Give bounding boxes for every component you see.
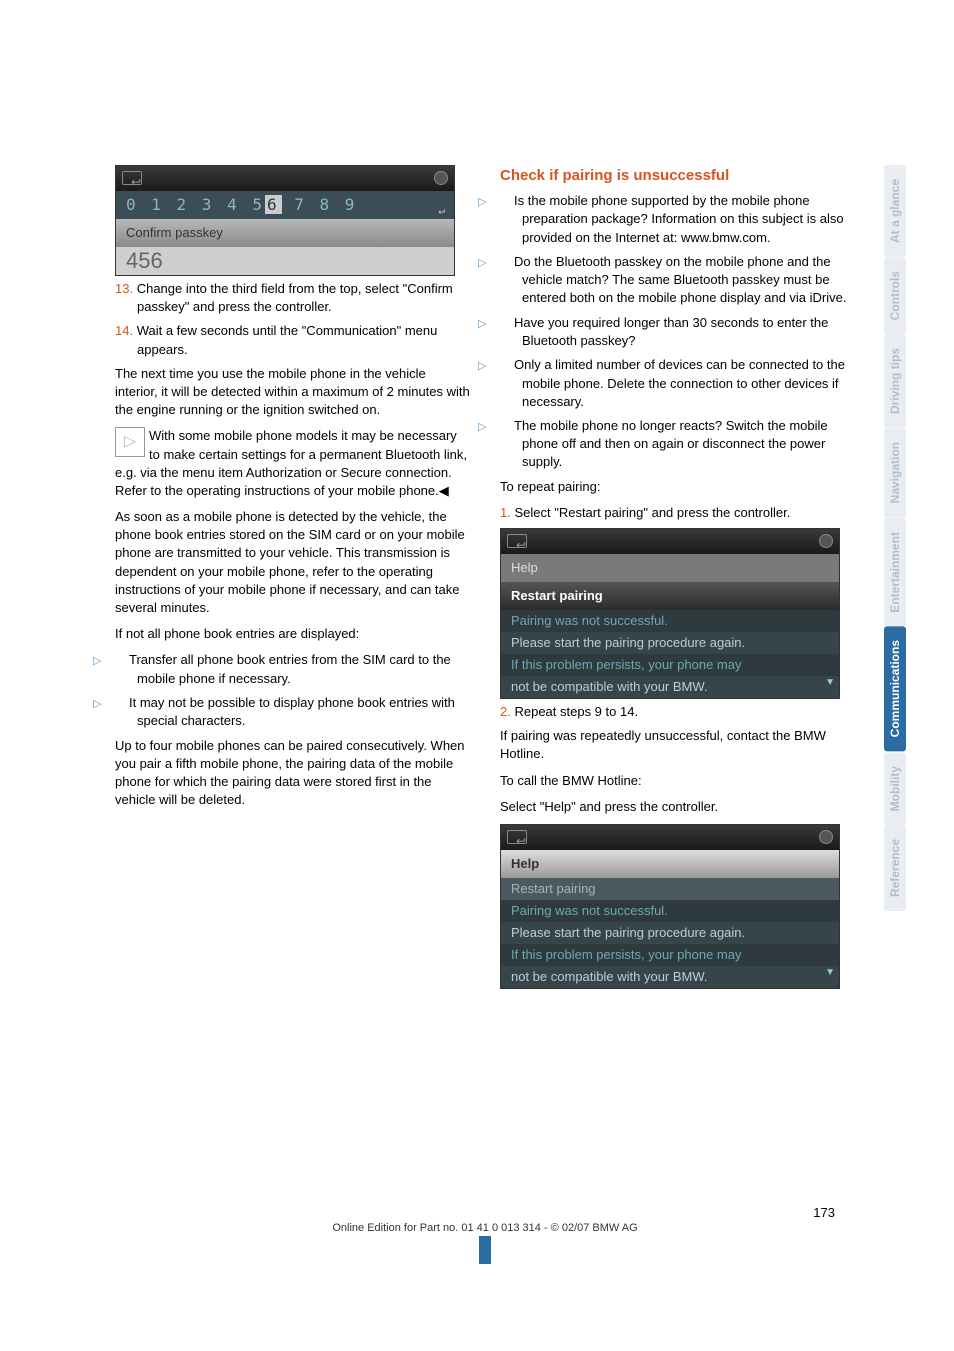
confirm-passkey-row: Confirm passkey [116, 219, 454, 247]
help-row: Help [501, 554, 839, 582]
check-5: ▷The mobile phone no longer reacts? Swit… [500, 417, 855, 472]
msg-line-4-text: not be compatible with your BMW. [511, 969, 708, 984]
triangle-icon: ▷ [500, 256, 514, 271]
screenshot-help: Help Restart pairing Pairing was not suc… [500, 824, 840, 989]
tab-driving-tips[interactable]: Driving tips [884, 334, 906, 428]
repeat-step-1-text: Select "Restart pairing" and press the c… [514, 505, 790, 520]
step-number: 14. [115, 323, 133, 338]
back-icon [122, 171, 142, 185]
page-number: 173 [115, 1205, 855, 1220]
para-hotline: If pairing was repeatedly unsuccessful, … [500, 727, 855, 763]
note-icon: ▷ [115, 427, 145, 457]
idrive-knob-icon [819, 534, 833, 548]
step-13-text: Change into the third field from the top… [137, 281, 453, 314]
msg-line-2: Please start the pairing procedure again… [501, 632, 839, 654]
para-detect: The next time you use the mobile phone i… [115, 365, 470, 420]
restart-pairing-row: Restart pairing [501, 582, 839, 610]
check-5-text: The mobile phone no longer reacts? Switc… [514, 418, 828, 470]
idrive-knob-icon [819, 830, 833, 844]
page-footer: 173 Online Edition for Part no. 01 41 0 … [115, 1205, 855, 1264]
help-row-selected: Help [501, 850, 839, 878]
passkey-value: 456 [116, 247, 454, 275]
step-number: 1. [500, 505, 511, 520]
triangle-icon: ▷ [500, 359, 514, 374]
step-number: 13. [115, 281, 133, 296]
idrive-knob-icon [434, 171, 448, 185]
msg-line-3: If this problem persists, your phone may [501, 654, 839, 676]
tab-communications[interactable]: Communications [884, 626, 906, 751]
right-column: Check if pairing is unsuccessful ▷Is the… [500, 165, 855, 993]
back-icon [507, 830, 527, 844]
left-column: 0 1 2 3 4 56 7 8 9 ↵ Confirm passkey 456… [115, 165, 470, 817]
heading-check-pairing: Check if pairing is unsuccessful [500, 165, 855, 186]
msg-line-3: If this problem persists, your phone may [501, 944, 839, 966]
bullet-transfer-text: Transfer all phone book entries from the… [129, 652, 451, 685]
repeat-step-2-text: Repeat steps 9 to 14. [514, 704, 638, 719]
check-3-text: Have you required longer than 30 seconds… [514, 315, 828, 348]
tab-mobility[interactable]: Mobility [884, 752, 906, 825]
tab-navigation[interactable]: Navigation [884, 428, 906, 517]
tab-controls[interactable]: Controls [884, 257, 906, 334]
digits-selected: 6 [265, 195, 282, 214]
bullet-special: ▷It may not be possible to display phone… [115, 694, 470, 731]
check-4-text: Only a limited number of devices can be … [514, 357, 845, 409]
edition-line: Online Edition for Part no. 01 41 0 013 … [115, 1222, 855, 1234]
note-text: With some mobile phone models it may be … [115, 428, 467, 498]
step-13: 13. Change into the third field from the… [115, 280, 470, 316]
repeat-step-2: 2. Repeat steps 9 to 14. [500, 703, 855, 721]
scroll-down-icon: ▼ [825, 962, 835, 984]
triangle-icon: ▷ [500, 420, 514, 435]
msg-line-1: Pairing was not successful. [501, 900, 839, 922]
bullet-transfer: ▷Transfer all phone book entries from th… [115, 651, 470, 688]
tab-entertainment[interactable]: Entertainment [884, 518, 906, 627]
back-icon [507, 534, 527, 548]
scroll-down-icon: ▼ [825, 672, 835, 694]
triangle-icon: ▷ [500, 195, 514, 210]
bullet-special-text: It may not be possible to display phone … [129, 695, 455, 728]
step-number: 2. [500, 704, 511, 719]
para-fourphones: Up to four mobile phones can be paired c… [115, 737, 470, 810]
digits-after: 7 8 9 [294, 195, 357, 214]
check-2-text: Do the Bluetooth passkey on the mobile p… [514, 254, 847, 306]
repeat-step-1: 1. Select "Restart pairing" and press th… [500, 504, 855, 522]
section-tabs: At a glance Controls Driving tips Naviga… [884, 165, 910, 911]
para-selecthelp: Select "Help" and press the controller. [500, 798, 855, 816]
msg-line-1: Pairing was not successful. [501, 610, 839, 632]
screenshot-restart-pairing: Help Restart pairing Pairing was not suc… [500, 528, 840, 699]
step-14-text: Wait a few seconds until the "Communicat… [137, 323, 438, 356]
para-phonebook: As soon as a mobile phone is detected by… [115, 508, 470, 617]
passkey-digits-row: 0 1 2 3 4 56 7 8 9 ↵ [116, 191, 454, 219]
restart-pairing-row: Restart pairing [501, 878, 839, 900]
para-notall: If not all phone book entries are displa… [115, 625, 470, 643]
tab-at-a-glance[interactable]: At a glance [884, 165, 906, 257]
check-3: ▷Have you required longer than 30 second… [500, 314, 855, 351]
msg-line-2: Please start the pairing procedure again… [501, 922, 839, 944]
check-2: ▷Do the Bluetooth passkey on the mobile … [500, 253, 855, 308]
step-14: 14. Wait a few seconds until the "Commun… [115, 322, 470, 358]
para-callhotline: To call the BMW Hotline: [500, 772, 855, 790]
check-1: ▷Is the mobile phone supported by the mo… [500, 192, 855, 247]
screenshot-passkey: 0 1 2 3 4 56 7 8 9 ↵ Confirm passkey 456 [115, 165, 455, 276]
msg-line-4-text: not be compatible with your BMW. [511, 679, 708, 694]
check-1-text: Is the mobile phone supported by the mob… [514, 193, 844, 245]
tab-reference[interactable]: Reference [884, 825, 906, 911]
footer-bar [479, 1236, 491, 1264]
triangle-icon: ▷ [115, 697, 129, 712]
msg-line-4: not be compatible with your BMW.▼ [501, 966, 839, 988]
msg-line-4: not be compatible with your BMW.▼ [501, 676, 839, 698]
para-repeat: To repeat pairing: [500, 478, 855, 496]
check-4: ▷Only a limited number of devices can be… [500, 356, 855, 411]
triangle-icon: ▷ [500, 317, 514, 332]
triangle-icon: ▷ [115, 654, 129, 669]
digits-before: 0 1 2 3 4 5 [126, 195, 265, 214]
